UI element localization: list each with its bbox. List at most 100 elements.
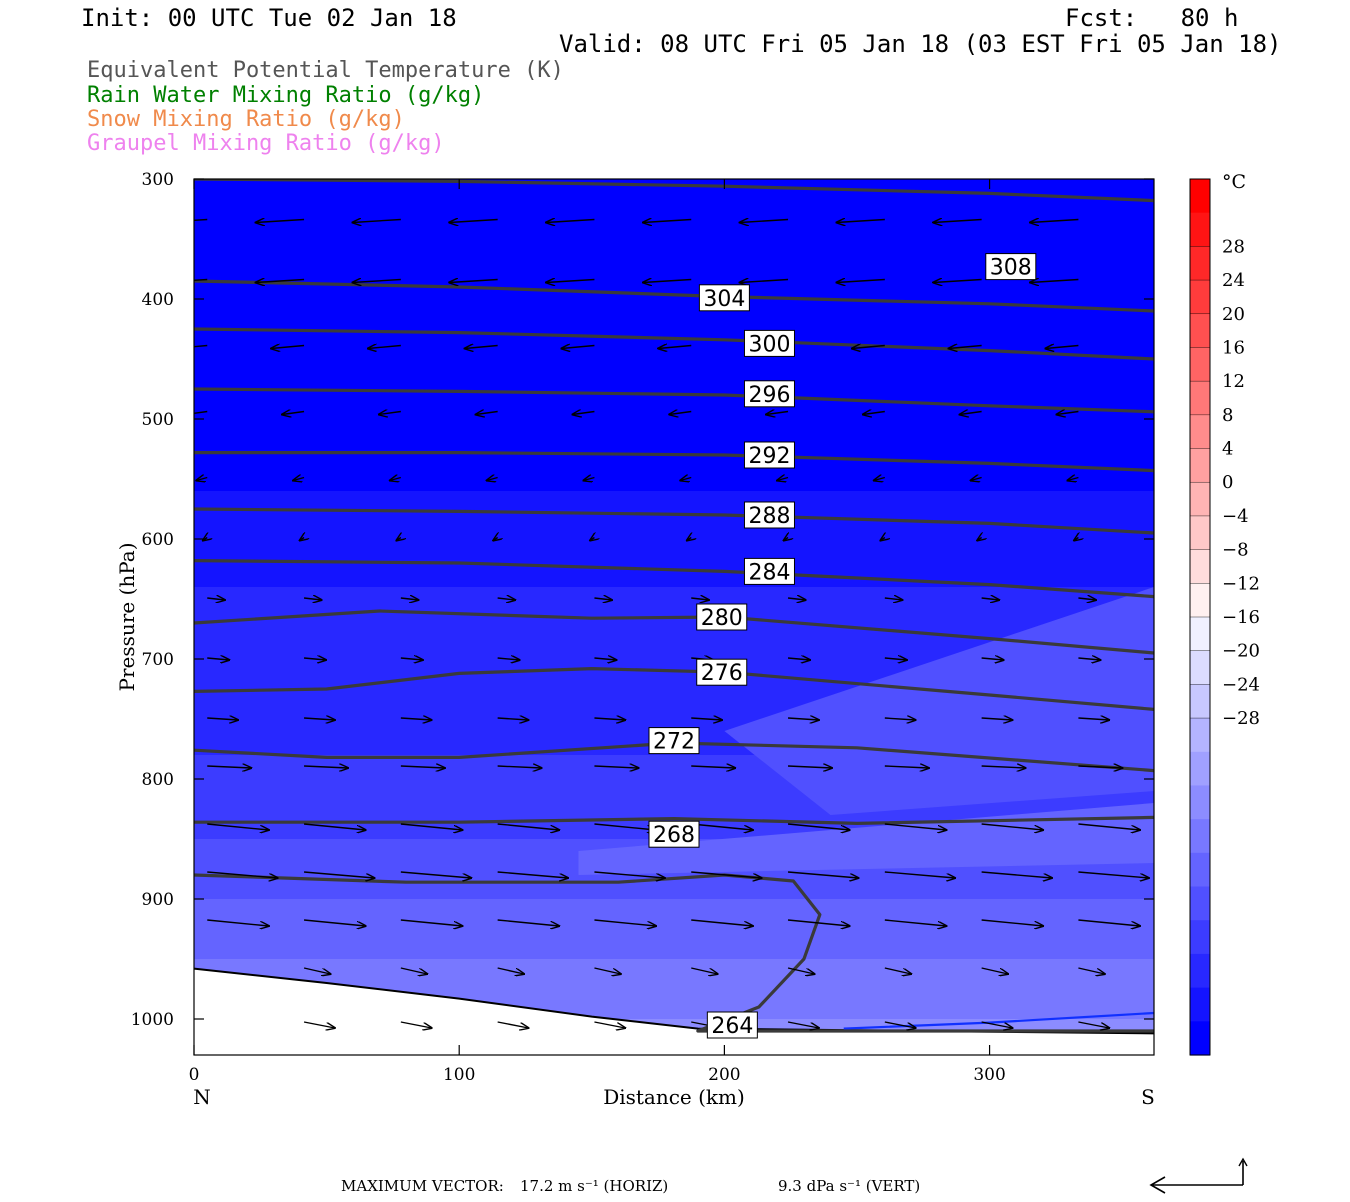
wind-vector bbox=[400, 919, 463, 926]
wind-vector bbox=[740, 280, 789, 283]
legend-snow: Snow Mixing Ratio (g/kg) bbox=[87, 107, 405, 132]
colorbar-swatch bbox=[1190, 347, 1210, 382]
wind-vector bbox=[981, 598, 1000, 600]
colorbar-swatch bbox=[1190, 549, 1210, 584]
wind-vector bbox=[594, 718, 625, 720]
wind-vector bbox=[1078, 598, 1096, 600]
wind-vector bbox=[981, 919, 1044, 926]
wind-vector bbox=[1078, 718, 1109, 720]
wind-vector bbox=[561, 346, 595, 349]
wind-vector bbox=[352, 280, 401, 283]
theta-e-contour-line bbox=[194, 559, 1154, 599]
wind-vector bbox=[400, 967, 427, 974]
colorbar-swatch bbox=[1190, 751, 1210, 787]
wind-vector bbox=[884, 1021, 916, 1028]
wind-vector bbox=[884, 598, 903, 600]
contour-label: 276 bbox=[701, 661, 743, 686]
wind-vector bbox=[874, 478, 886, 481]
wind-vector bbox=[836, 280, 885, 283]
wind-vector bbox=[400, 871, 471, 878]
valid-time: Valid: 08 UTC Fri 05 Jan 18 (03 EST Fri … bbox=[559, 30, 1282, 58]
colorbar-swatch bbox=[1190, 953, 1210, 989]
wind-vector bbox=[960, 412, 982, 415]
colorbar-swatch bbox=[1190, 381, 1210, 416]
wind-vector bbox=[884, 823, 947, 830]
x-label-south: S bbox=[1141, 1085, 1155, 1109]
wind-vector bbox=[207, 871, 277, 878]
wind-vector bbox=[788, 766, 832, 768]
wind-vector bbox=[1074, 538, 1078, 541]
wind-vector bbox=[497, 658, 520, 660]
contour-label-box bbox=[648, 727, 700, 755]
wind-vector bbox=[787, 658, 810, 660]
wind-vector bbox=[981, 718, 1013, 720]
contour-label: 292 bbox=[748, 444, 790, 469]
theta-e-contour-line bbox=[194, 451, 1154, 473]
wind-vector bbox=[884, 766, 929, 768]
wind-vector bbox=[303, 1021, 335, 1028]
colorbar-tick-label: 4 bbox=[1222, 439, 1233, 460]
temperature-band bbox=[194, 899, 1154, 960]
colorbar-tick-label: −20 bbox=[1222, 641, 1260, 662]
wind-vector bbox=[449, 220, 498, 223]
wind-vector bbox=[400, 766, 445, 768]
wind-vector bbox=[691, 766, 735, 768]
forecast-hour: Fcst: 80 h bbox=[1065, 4, 1239, 32]
wind-vector bbox=[863, 412, 885, 415]
contour-label-box bbox=[743, 501, 795, 529]
theta-e-contour-line bbox=[194, 815, 1154, 825]
wind-vector bbox=[303, 598, 322, 600]
colorbar-tick-label: 28 bbox=[1222, 236, 1245, 257]
wind-vector bbox=[691, 718, 722, 720]
y-tick-label: 600 bbox=[142, 530, 174, 550]
contour-label: 296 bbox=[748, 383, 790, 408]
contour-label: 264 bbox=[711, 1014, 753, 1039]
init-time: Init: 00 UTC Tue 02 Jan 18 bbox=[81, 4, 457, 32]
contour-label-box bbox=[743, 329, 795, 357]
wind-vector bbox=[981, 766, 1026, 768]
wind-vector bbox=[396, 538, 400, 541]
wind-vector bbox=[981, 967, 1008, 974]
wind-vector bbox=[303, 919, 366, 926]
colorbar-swatch bbox=[1190, 650, 1210, 685]
wind-vector bbox=[971, 478, 982, 481]
wind-vector bbox=[658, 346, 692, 349]
colorbar-swatch bbox=[1190, 246, 1210, 281]
contour-label: 304 bbox=[703, 287, 745, 312]
wind-vector bbox=[390, 478, 402, 481]
wind-vector bbox=[594, 1021, 625, 1028]
wind-vector bbox=[1078, 871, 1148, 878]
wind-vector bbox=[476, 412, 498, 415]
wind-vector bbox=[497, 919, 560, 926]
wind-vector bbox=[594, 823, 656, 830]
wind-vector bbox=[884, 871, 955, 878]
max-vector-vert: 9.3 dPa s⁻¹ (VERT) bbox=[778, 1177, 921, 1195]
wind-vector bbox=[497, 598, 516, 600]
colorbar-swatch bbox=[1190, 583, 1210, 618]
wind-vector bbox=[691, 871, 761, 878]
wind-vector bbox=[977, 538, 981, 541]
wind-vector bbox=[787, 967, 814, 974]
contour-label-box bbox=[743, 380, 795, 408]
rain-water-contour bbox=[843, 1011, 1154, 1030]
contour-label-box bbox=[696, 658, 748, 686]
wind-vector bbox=[194, 218, 208, 222]
wind-vector bbox=[449, 280, 498, 283]
colorbar-unit: °C bbox=[1222, 171, 1246, 193]
colorbar-tick-label: −8 bbox=[1222, 540, 1249, 561]
wind-vector bbox=[207, 919, 269, 926]
wind-vector bbox=[884, 919, 947, 926]
legend-graupel: Graupel Mixing Ratio (g/kg) bbox=[87, 131, 445, 156]
wind-vector bbox=[400, 598, 419, 600]
wind-vector bbox=[884, 658, 907, 660]
wind-vector bbox=[680, 478, 692, 481]
wind-vector bbox=[196, 478, 208, 481]
contour-label: 284 bbox=[748, 560, 790, 585]
contour-label: 268 bbox=[653, 823, 695, 848]
contour-label: 300 bbox=[748, 332, 790, 357]
wind-vector bbox=[207, 718, 238, 720]
colorbar-swatch bbox=[1190, 1021, 1210, 1056]
colorbar-swatch bbox=[1190, 852, 1210, 888]
wind-vector bbox=[787, 598, 806, 600]
